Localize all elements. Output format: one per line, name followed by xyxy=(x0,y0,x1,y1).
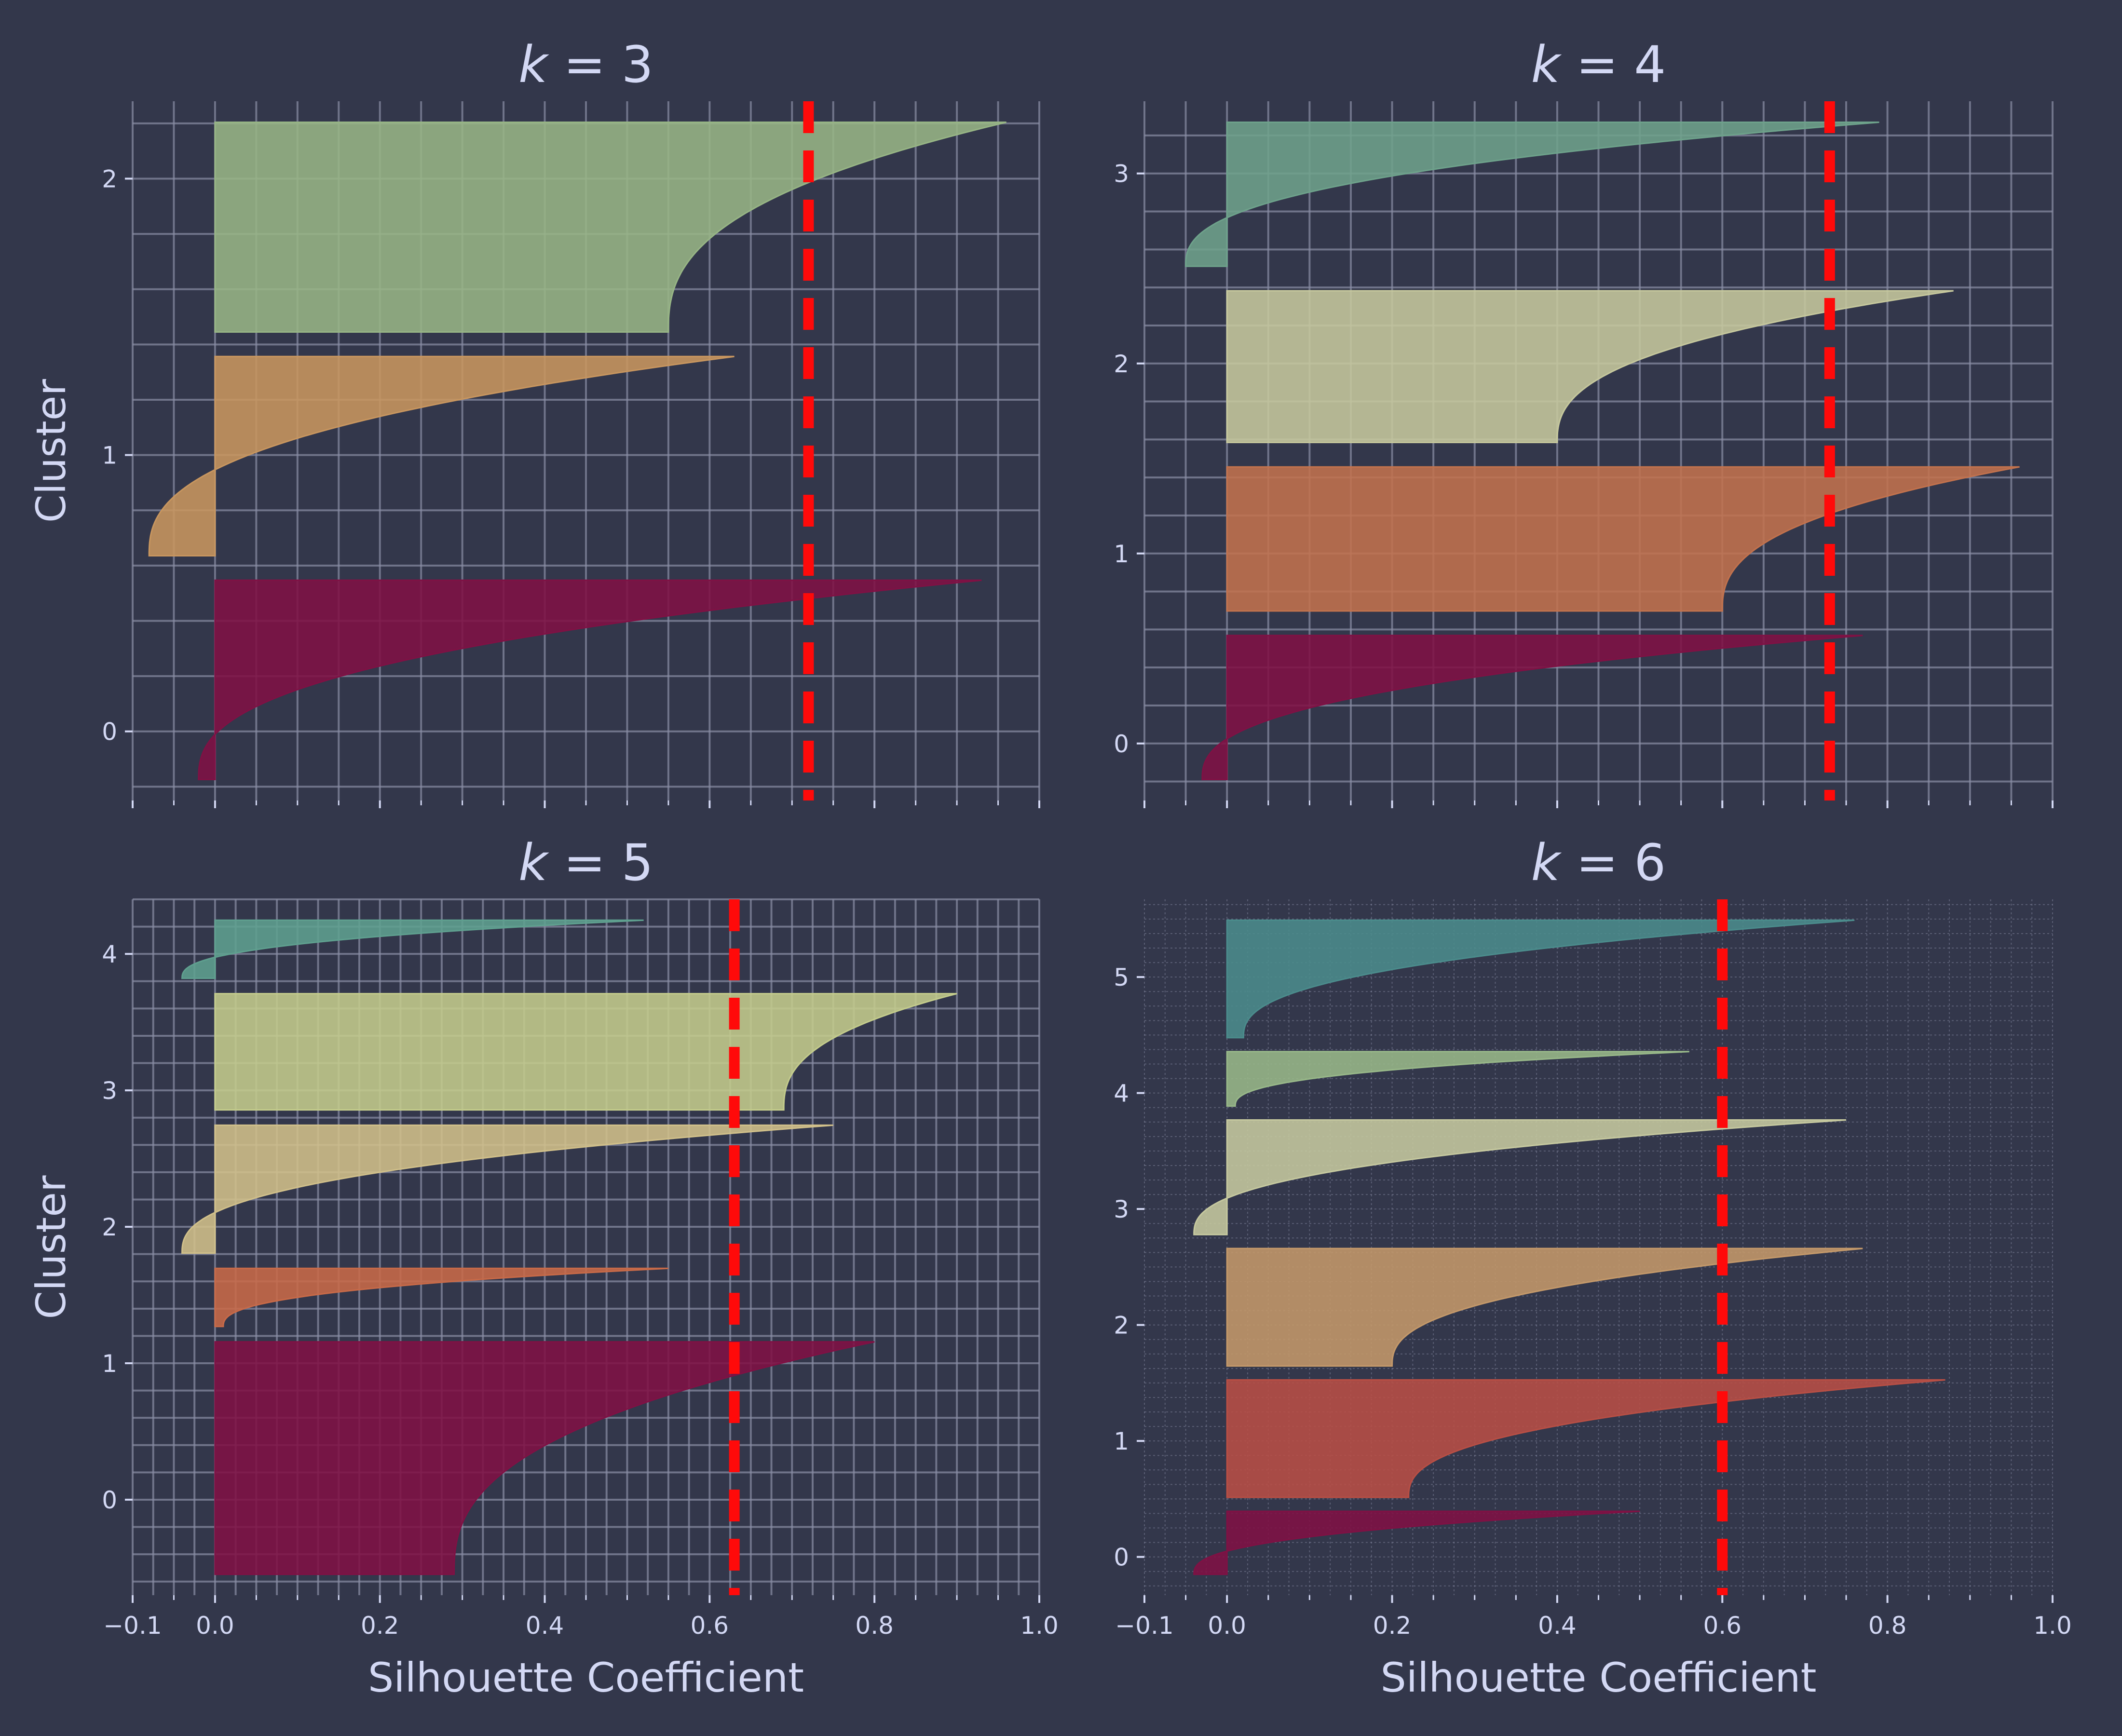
title-equals: = xyxy=(1560,833,1634,892)
cluster-band-1 xyxy=(1226,466,2020,612)
title-number: 3 xyxy=(622,35,653,94)
subplot-title: k = 6 xyxy=(1531,833,1666,892)
y-tick-label: 1 xyxy=(102,1350,117,1378)
title-equals: = xyxy=(547,35,621,94)
y-tick-label: 0 xyxy=(1114,730,1129,758)
y-tick-label: 3 xyxy=(1114,160,1129,188)
x-tick-label: 0.2 xyxy=(361,1612,399,1640)
y-axis-label: Cluster xyxy=(27,1175,75,1319)
cluster-band-3 xyxy=(214,993,957,1111)
subplot-k6: 0 1 2 3 4 5 −0.1 0.0 0.2 0.4 0.6 0.8 1.0 k = 6 Silhoue… xyxy=(1114,833,2072,1701)
y-tick-label: 4 xyxy=(1114,1080,1129,1108)
grid xyxy=(1144,899,2053,1595)
title-variable: k xyxy=(518,833,549,892)
y-tick-label: 4 xyxy=(102,940,117,968)
x-tick-label: −0.1 xyxy=(103,1612,162,1640)
subplot-k4: 0 1 2 3 k = 4 xyxy=(1114,35,2054,808)
x-tick-label: 0.4 xyxy=(526,1612,564,1640)
y-tick-label: 0 xyxy=(102,1486,117,1514)
cluster-band-2 xyxy=(1226,290,1954,443)
y-tick-label: 2 xyxy=(102,1213,117,1241)
x-tick-label: 1.0 xyxy=(2033,1612,2072,1640)
cluster-band-2 xyxy=(1226,1248,1863,1367)
silhouette-bands xyxy=(1185,122,2020,780)
cluster-band-2 xyxy=(181,1124,833,1254)
y-tick-label: 0 xyxy=(102,718,117,746)
cluster-band-4 xyxy=(1226,1051,1689,1107)
x-tick-label: 0.8 xyxy=(1868,1612,1907,1640)
y-tick-label: 2 xyxy=(1114,350,1129,378)
subplot-k3: 0 1 2 k = 3 Cluster xyxy=(27,35,1040,808)
cluster-band-1 xyxy=(148,355,735,556)
silhouette-bands xyxy=(148,122,1007,780)
subplot-k5: 0 1 2 3 4 −0.1 0.0 0.2 0.4 0.6 0.8 1.0 k = 5 Cluster S… xyxy=(27,833,1059,1701)
subplot-title: k = 4 xyxy=(1531,35,1666,94)
subplot-title: k = 5 xyxy=(518,833,653,892)
cluster-band-0 xyxy=(1193,1510,1640,1575)
x-tick-label: 1.0 xyxy=(1020,1612,1059,1640)
title-variable: k xyxy=(1531,35,1562,94)
x-tick-label: 0.0 xyxy=(196,1612,234,1640)
title-variable: k xyxy=(1531,833,1562,892)
y-tick-label: 1 xyxy=(102,442,117,470)
cluster-band-0 xyxy=(214,1341,875,1575)
cluster-band-0 xyxy=(198,579,982,780)
title-variable: k xyxy=(518,35,549,94)
x-tick-label: 0.6 xyxy=(691,1612,729,1640)
x-tick-label: 0.6 xyxy=(1703,1612,1742,1640)
cluster-band-3 xyxy=(1185,122,1879,267)
title-equals: = xyxy=(547,833,621,892)
y-tick-label: 3 xyxy=(1114,1195,1129,1223)
cluster-band-4 xyxy=(181,919,644,979)
cluster-band-1 xyxy=(1226,1379,1945,1498)
subplot-title: k = 3 xyxy=(518,35,653,94)
cluster-band-5 xyxy=(1226,919,1855,1039)
x-tick-label: 0.0 xyxy=(1208,1612,1246,1640)
title-number: 5 xyxy=(622,833,653,892)
y-axis-label: Cluster xyxy=(27,379,75,523)
cluster-band-0 xyxy=(1201,635,1863,780)
y-tick-label: 0 xyxy=(1114,1544,1129,1572)
silhouette-bands xyxy=(1193,919,1945,1575)
cluster-band-1 xyxy=(214,1267,668,1328)
title-number: 4 xyxy=(1634,35,1666,94)
x-axis-label: Silhouette Coefficient xyxy=(1380,1654,1816,1701)
x-tick-label: 0.2 xyxy=(1373,1612,1412,1640)
y-tick-label: 1 xyxy=(1114,540,1129,568)
x-tick-label: −0.1 xyxy=(1115,1612,1173,1640)
silhouette-bands xyxy=(181,919,957,1575)
x-axis-label: Silhouette Coefficient xyxy=(368,1654,804,1701)
y-tick-label: 2 xyxy=(1114,1312,1129,1340)
cluster-band-3 xyxy=(1193,1119,1847,1235)
cluster-band-2 xyxy=(214,122,1007,333)
x-tick-label: 0.8 xyxy=(855,1612,894,1640)
x-tick-label: 0.4 xyxy=(1538,1612,1577,1640)
title-equals: = xyxy=(1560,35,1634,94)
title-number: 6 xyxy=(1634,833,1666,892)
y-tick-label: 3 xyxy=(102,1077,117,1105)
y-tick-label: 5 xyxy=(1114,963,1129,991)
y-tick-label: 1 xyxy=(1114,1427,1129,1455)
y-tick-label: 2 xyxy=(102,165,117,193)
